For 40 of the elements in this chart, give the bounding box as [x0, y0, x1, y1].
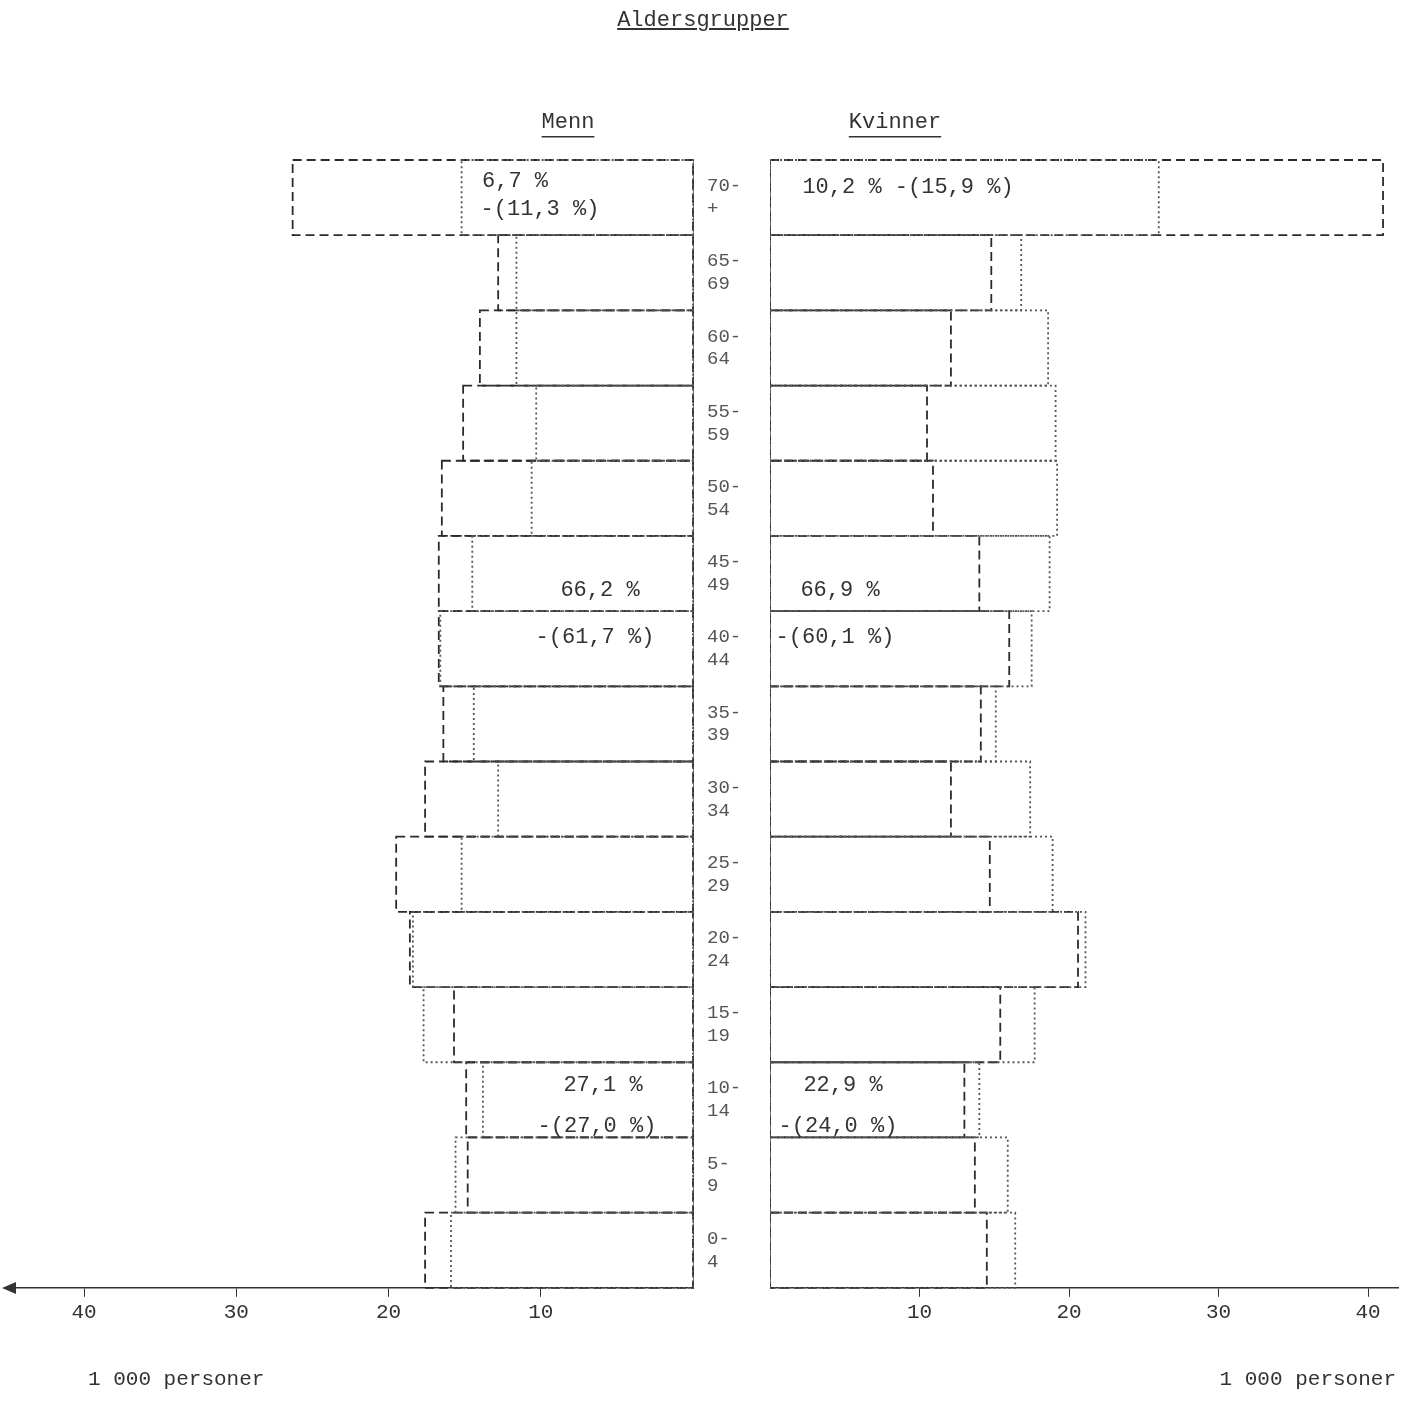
x-tick-label: 40 — [71, 1300, 97, 1324]
y-tick-label: 5-9 — [707, 1152, 730, 1198]
x-tick-label: 30 — [1205, 1300, 1232, 1324]
bar — [770, 535, 981, 613]
x-axis-title: 1 000 personer — [1219, 1368, 1396, 1392]
y-tick-label: 60-64 — [707, 325, 742, 371]
annotation: -(60,1 %) — [775, 625, 895, 651]
x-tick-label: 30 — [223, 1300, 249, 1324]
y-tick-label: 20-24 — [707, 927, 742, 972]
annotation: 66,2 % — [560, 577, 641, 603]
x-tick-label: 40 — [1355, 1300, 1381, 1324]
annotation: 22,9 % — [803, 1072, 884, 1098]
y-tick-label: 50-54 — [707, 475, 742, 521]
annotation: 66,9 % — [800, 577, 881, 603]
y-tick-label: 35-39 — [707, 701, 742, 747]
annotation: 6,7 % — [481, 168, 549, 194]
y-tick-label: 65-69 — [707, 250, 742, 296]
annotation: -(27,0 %) — [537, 1113, 657, 1139]
x-axis-title: 1 000 personer — [88, 1368, 265, 1392]
y-tick-label: 25-29 — [707, 851, 742, 897]
y-tick-label: 55-59 — [707, 400, 742, 446]
x-tick-label: 10 — [906, 1300, 933, 1324]
annotation: -(24,0 %) — [778, 1113, 898, 1139]
y-tick-label: 30-34 — [707, 776, 742, 822]
annotation: 27,1 % — [563, 1072, 644, 1098]
y-tick-label: 70-+ — [707, 175, 742, 221]
annotation: -(11,3 %) — [480, 197, 600, 223]
x-tick-label: 20 — [1056, 1300, 1082, 1324]
chart-title: Aldersgrupper — [617, 8, 789, 33]
annotation: 10,2 % -(15,9 %) — [802, 174, 1014, 200]
x-tick-label: 10 — [528, 1300, 554, 1324]
y-tick-label: 15-19 — [707, 1002, 742, 1048]
x-tick-label: 20 — [375, 1300, 402, 1324]
y-tick-label: 0-4 — [707, 1227, 730, 1273]
annotation: -(61,7 %) — [535, 625, 655, 651]
chart-subtitle: Menn — [541, 109, 595, 135]
chart-subtitle: Kvinner — [848, 109, 942, 135]
y-tick-label: 40-44 — [707, 626, 742, 672]
y-tick-label: 45-49 — [707, 551, 742, 596]
y-tick-label: 10-14 — [707, 1077, 742, 1123]
